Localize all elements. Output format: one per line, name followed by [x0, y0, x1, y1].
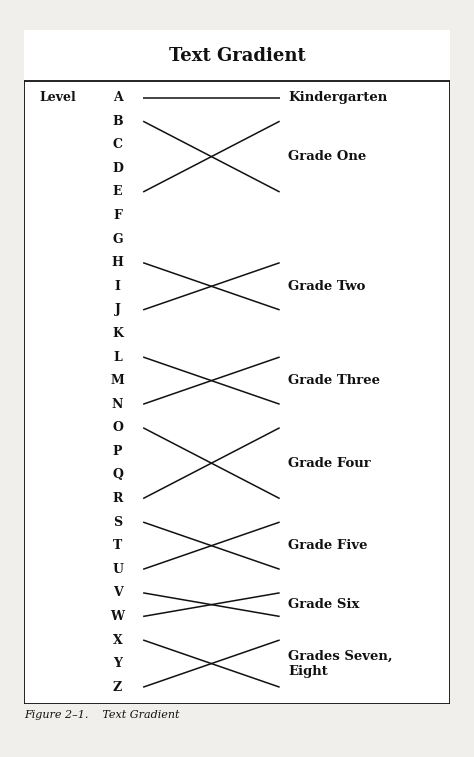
Text: Figure 2–1.    Text Gradient: Figure 2–1. Text Gradient [24, 710, 179, 721]
Text: X: X [113, 634, 122, 646]
Text: O: O [112, 422, 123, 435]
Text: K: K [112, 327, 123, 340]
Text: L: L [113, 350, 122, 363]
Text: T: T [113, 539, 122, 552]
Text: G: G [112, 232, 123, 245]
Text: P: P [113, 445, 122, 458]
Bar [24, 30, 450, 81]
Text: S: S [113, 516, 122, 528]
Text: R: R [112, 492, 123, 505]
Text: C: C [112, 139, 123, 151]
Text: Level: Level [39, 91, 76, 104]
Text: Z: Z [113, 681, 122, 693]
Text: Grades Seven,
Eight: Grades Seven, Eight [288, 650, 392, 678]
Text: Grade Four: Grade Four [288, 456, 371, 469]
Text: Grade One: Grade One [288, 150, 366, 163]
Text: Q: Q [112, 469, 123, 481]
Text: Grade Three: Grade Three [288, 374, 380, 387]
Text: B: B [112, 115, 123, 128]
Text: N: N [112, 397, 123, 411]
Text: E: E [113, 185, 122, 198]
Text: W: W [110, 610, 125, 623]
Text: Kindergarten: Kindergarten [288, 91, 387, 104]
Text: J: J [115, 304, 120, 316]
Text: A: A [113, 91, 122, 104]
Text: U: U [112, 562, 123, 576]
Text: M: M [110, 374, 125, 387]
Text: Grade Six: Grade Six [288, 598, 360, 611]
Text: Y: Y [113, 657, 122, 670]
Text: I: I [115, 280, 120, 293]
Text: F: F [113, 209, 122, 222]
Text: Grade Two: Grade Two [288, 280, 365, 293]
Text: Text Gradient: Text Gradient [169, 46, 305, 64]
Text: V: V [113, 587, 122, 600]
Text: H: H [111, 256, 124, 269]
Text: Grade Five: Grade Five [288, 539, 368, 552]
Text: D: D [112, 162, 123, 175]
